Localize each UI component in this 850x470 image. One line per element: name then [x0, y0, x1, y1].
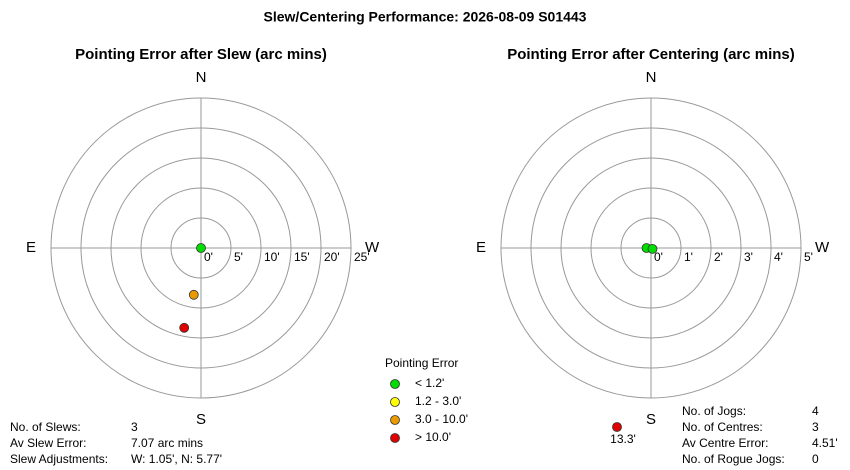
- r-tick-label: 0': [654, 250, 663, 264]
- r-tick-label: 20': [324, 250, 340, 264]
- stat-value: 7.07 arc mins: [131, 436, 203, 450]
- legend-label: > 10.0': [415, 430, 451, 444]
- stat-label: Av Slew Error:: [10, 436, 86, 450]
- direction-label: W: [365, 239, 380, 256]
- legend-title: Pointing Error: [385, 356, 458, 370]
- stat-label: Av Centre Error:: [682, 436, 768, 450]
- direction-label: W: [815, 239, 830, 256]
- r-tick-label: 5': [234, 250, 243, 264]
- stat-value: 4.51': [812, 436, 838, 450]
- legend-swatch: [390, 433, 400, 443]
- r-tick-label: 5': [804, 250, 813, 264]
- stat-value: 4: [812, 404, 819, 418]
- legend-label: < 1.2': [415, 376, 444, 390]
- stat-value: 3: [131, 420, 138, 434]
- legend-label: 1.2 - 3.0': [415, 394, 461, 408]
- direction-label: E: [476, 239, 486, 256]
- stat-value: 0: [812, 452, 819, 466]
- stat-value: W: 1.05', N: 5.77': [131, 452, 222, 466]
- direction-label: N: [196, 69, 207, 86]
- stat-label: No. of Rogue Jogs:: [682, 452, 785, 466]
- legend-swatch: [390, 415, 400, 425]
- stat-label: No. of Slews:: [10, 420, 81, 434]
- r-tick-label: 3': [744, 250, 753, 264]
- r-tick-label: 0': [204, 250, 213, 264]
- stat-label: Slew Adjustments:: [10, 452, 108, 466]
- r-tick-label: 25': [354, 250, 370, 264]
- r-tick-label: 1': [684, 250, 693, 264]
- legend-swatch: [390, 397, 400, 407]
- offscale-label: 13.3': [610, 432, 636, 446]
- point: [188, 289, 199, 300]
- r-tick-label: 2': [714, 250, 723, 264]
- direction-label: S: [646, 411, 656, 428]
- subplot-title: Pointing Error after Centering (arc mins…: [507, 46, 795, 63]
- direction-label: S: [196, 411, 206, 428]
- point: [179, 322, 190, 333]
- direction-label: N: [646, 69, 657, 86]
- page-title: Slew/Centering Performance: 2026-08-09 S…: [264, 9, 587, 25]
- point: [196, 243, 206, 253]
- point: [647, 243, 658, 254]
- subplot-title: Pointing Error after Slew (arc mins): [75, 46, 327, 63]
- r-tick-label: 4': [774, 250, 783, 264]
- r-tick-label: 15': [294, 250, 310, 264]
- offscale-point: [612, 422, 622, 432]
- stat-value: 3: [812, 420, 819, 434]
- stat-label: No. of Jogs:: [682, 404, 746, 418]
- legend-label: 3.0 - 10.0': [415, 412, 468, 426]
- direction-label: E: [26, 239, 36, 256]
- stat-label: No. of Centres:: [682, 420, 763, 434]
- legend-swatch: [390, 379, 400, 389]
- r-tick-label: 10': [264, 250, 280, 264]
